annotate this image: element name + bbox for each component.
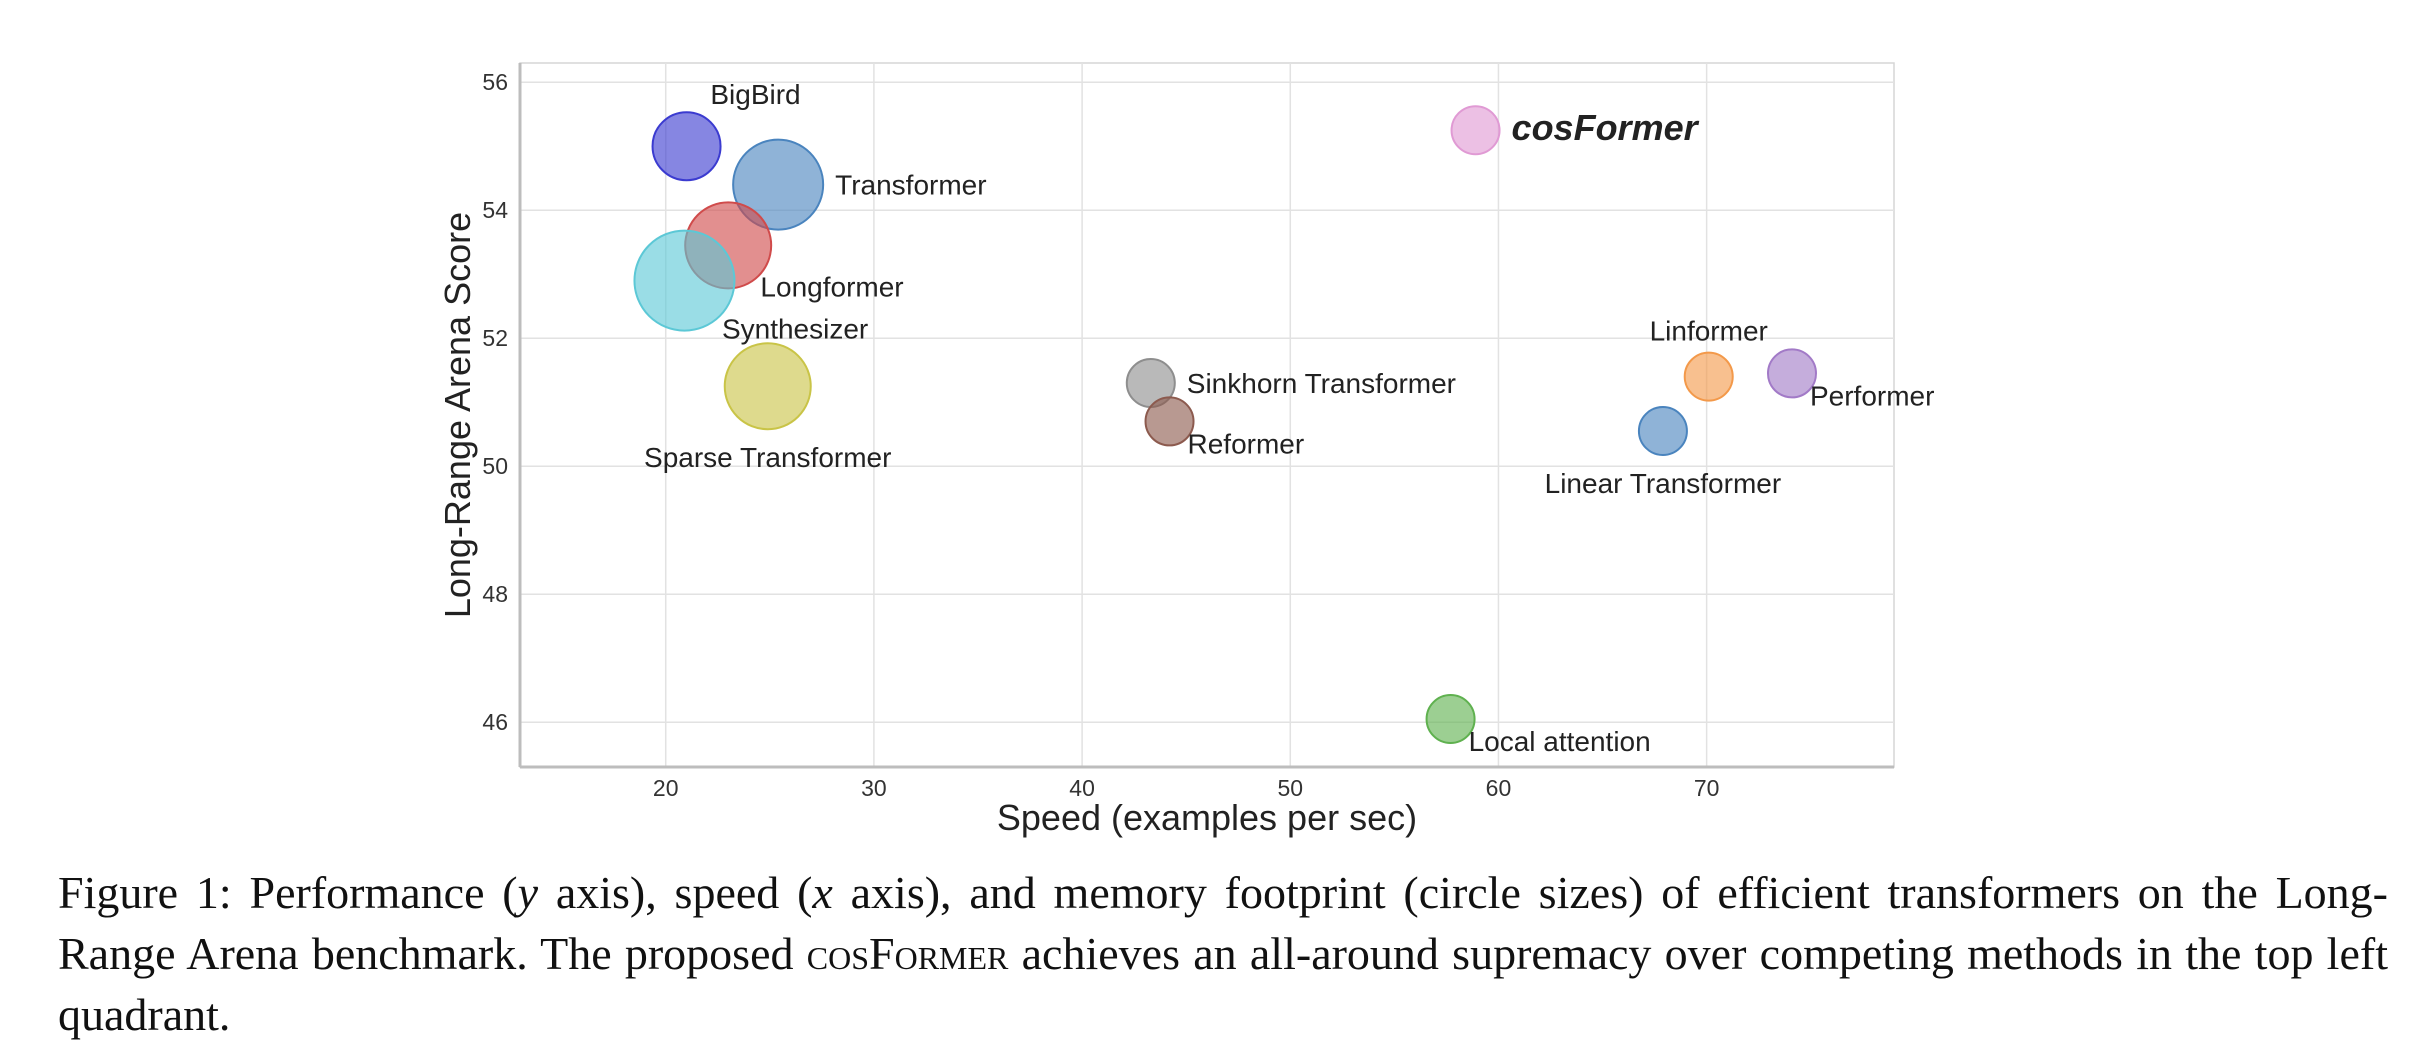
tick-labels: 20 30 40 50 60 70 46 48 50 52 54 56	[482, 69, 1719, 801]
caption-var-x: x	[812, 867, 833, 918]
caption-text-1: Performance (	[249, 867, 518, 918]
bubble-sparse-transformer	[723, 342, 812, 431]
label-local-attention: Local attention	[1469, 726, 1651, 757]
bubble-bigbird	[651, 111, 722, 182]
x-tick-label: 40	[1069, 775, 1095, 801]
x-tick-label: 20	[653, 775, 679, 801]
bubble-linformer	[1683, 351, 1734, 402]
y-tick-label: 54	[482, 197, 508, 223]
plot-frame	[519, 62, 1895, 768]
label-linear-transformer: Linear Transformer	[1545, 468, 1782, 499]
label-sinkhorn-transformer: Sinkhorn Transformer	[1187, 368, 1456, 399]
bubble-synthesizer	[633, 229, 736, 332]
label-synthesizer: Synthesizer	[722, 314, 868, 345]
caption-figure-label: Figure 1:	[58, 867, 232, 918]
caption-text-4: achieves an all-around supremacy over co…	[58, 928, 2388, 1040]
y-tick-label: 46	[482, 709, 508, 735]
y-tick-label: 52	[482, 325, 508, 351]
label-reformer: Reformer	[1188, 428, 1305, 459]
x-tick-label: 50	[1277, 775, 1303, 801]
label-linformer: Linformer	[1650, 316, 1768, 347]
figure-caption: Figure 1: Performance (y axis), speed (x…	[58, 862, 2388, 1045]
x-tick-label: 60	[1486, 775, 1512, 801]
data-points	[633, 105, 1817, 744]
label-performer: Performer	[1810, 380, 1934, 411]
x-axis-label: Speed (examples per sec)	[997, 797, 1417, 838]
bubble-reformer	[1144, 396, 1195, 447]
bubble-cosformer	[1450, 105, 1501, 156]
x-tick-label: 30	[861, 775, 887, 801]
bubble-transformer	[732, 138, 825, 231]
label-bigbird: BigBird	[710, 79, 800, 110]
y-axis-label: Long-Range Arena Score	[437, 212, 478, 618]
caption-method-name: cosFormer	[806, 928, 1009, 979]
label-sparse-transformer: Sparse Transformer	[644, 442, 891, 473]
bubble-linear-transformer	[1637, 406, 1688, 456]
bubble-performer	[1766, 348, 1817, 399]
label-longformer: Longformer	[760, 271, 903, 302]
caption-text-2: axis), speed (	[538, 867, 813, 918]
caption-var-y: y	[517, 867, 539, 918]
y-tick-label: 50	[482, 453, 508, 479]
y-tick-label: 48	[482, 581, 508, 607]
y-tick-label: 56	[482, 69, 508, 95]
label-transformer: Transformer	[835, 170, 986, 201]
label-cosformer: cosFormer	[1512, 107, 1700, 148]
bubble-local-attention	[1425, 694, 1476, 744]
point-labels: BigBird Transformer Longformer Synthesizer S…	[644, 79, 1934, 757]
caption-text-3: axis), and memory footprint (circle size…	[58, 867, 2389, 979]
bubble-chart: 20 30 40 50 60 70 46 48 50 52 54 56 BigBird Transfor…	[437, 62, 1934, 838]
x-tick-label: 70	[1694, 775, 1720, 801]
